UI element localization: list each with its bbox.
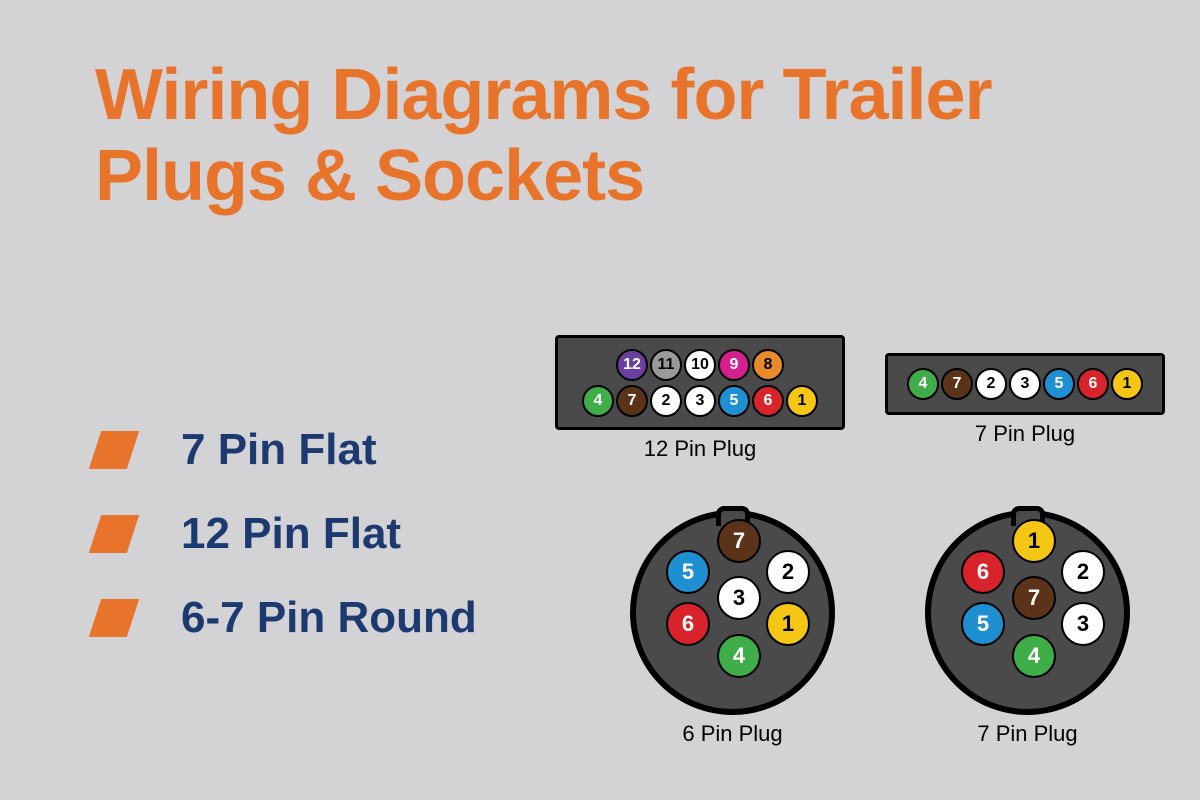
pin-2: 2 — [1061, 550, 1105, 594]
pin-3: 3 — [684, 385, 716, 417]
pin-11: 11 — [650, 349, 682, 381]
p6round-label: 6 Pin Plug — [630, 721, 835, 747]
pin-3: 3 — [717, 576, 761, 620]
bullet-text: 12 Pin Flat — [181, 509, 401, 559]
p7flat-plug: 4723561 — [885, 353, 1165, 415]
p7flat-label: 7 Pin Plug — [885, 421, 1165, 447]
bullet-text: 6-7 Pin Round — [181, 593, 477, 643]
bullet-item: 6-7 Pin Round — [95, 593, 477, 643]
pin-6: 6 — [666, 602, 710, 646]
pin-row: 4723561 — [564, 385, 836, 417]
pin-7: 7 — [616, 385, 648, 417]
bullet-icon — [89, 599, 139, 637]
p6round-plug: 72 146 53 — [630, 510, 835, 715]
pin-2: 2 — [650, 385, 682, 417]
p7round-plug: 12 345 67 — [925, 510, 1130, 715]
pin-1: 1 — [1111, 368, 1143, 400]
p7round-label: 7 Pin Plug — [925, 721, 1130, 747]
pin-10: 10 — [684, 349, 716, 381]
pin-3: 3 — [1061, 602, 1105, 646]
pin-1: 1 — [786, 385, 818, 417]
bullet-icon — [89, 431, 139, 469]
page-title: Wiring Diagrams for Trailer Plugs & Sock… — [95, 55, 995, 216]
pin-5: 5 — [718, 385, 750, 417]
pin-7: 7 — [941, 368, 973, 400]
pin-row: 12111098 — [564, 349, 836, 381]
bullet-item: 12 Pin Flat — [95, 509, 477, 559]
pin-5: 5 — [961, 602, 1005, 646]
bullet-item: 7 Pin Flat — [95, 425, 477, 475]
pin-5: 5 — [1043, 368, 1075, 400]
pin-3: 3 — [1009, 368, 1041, 400]
pin-6: 6 — [752, 385, 784, 417]
bullet-text: 7 Pin Flat — [181, 425, 377, 475]
pin-5: 5 — [666, 550, 710, 594]
pin-6: 6 — [1077, 368, 1109, 400]
pin-8: 8 — [752, 349, 784, 381]
pin-4: 4 — [1012, 634, 1056, 678]
pin-4: 4 — [717, 634, 761, 678]
pin-6: 6 — [961, 550, 1005, 594]
pin-9: 9 — [718, 349, 750, 381]
pin-4: 4 — [907, 368, 939, 400]
pin-7: 7 — [717, 519, 761, 563]
pin-12: 12 — [616, 349, 648, 381]
p12-plug: 121110984723561 — [555, 335, 845, 430]
pin-2: 2 — [766, 550, 810, 594]
pin-2: 2 — [975, 368, 1007, 400]
bullet-icon — [89, 515, 139, 553]
pin-row: 4723561 — [894, 368, 1156, 400]
pin-1: 1 — [766, 602, 810, 646]
p12-label: 12 Pin Plug — [555, 436, 845, 462]
diagram-area: 12111098472356112 Pin Plug47235617 Pin P… — [555, 335, 1175, 775]
bullet-list: 7 Pin Flat 12 Pin Flat 6-7 Pin Round — [95, 425, 477, 677]
pin-1: 1 — [1012, 519, 1056, 563]
pin-4: 4 — [582, 385, 614, 417]
pin-7: 7 — [1012, 576, 1056, 620]
